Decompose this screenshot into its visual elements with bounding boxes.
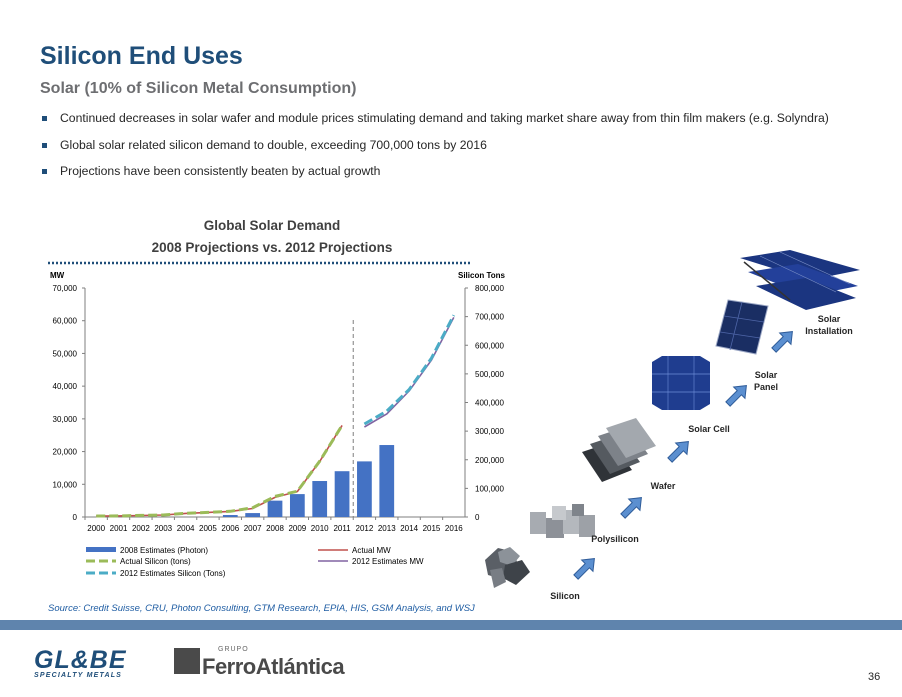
- right-tick-label: 400,000: [475, 399, 504, 408]
- chain-label-solar-panel: Solar Panel: [753, 370, 778, 392]
- bullet-item: Continued decreases in solar wafer and m…: [38, 108, 878, 130]
- legend-label: Actual Silicon (tons): [120, 557, 191, 566]
- chain-arrows: [573, 331, 793, 580]
- bar-2008-estimate: [312, 481, 328, 517]
- footer-bar: [0, 620, 902, 630]
- bullet-item: Global solar related silicon demand to d…: [38, 135, 878, 157]
- x-tick-label: 2008: [266, 524, 284, 533]
- source-note: Source: Credit Suisse, CRU, Photon Consu…: [48, 603, 475, 614]
- x-tick-label: 2001: [110, 524, 128, 533]
- chart-legend: 2008 Estimates (Photon) Actual MW Actual S…: [86, 546, 424, 578]
- legend-swatch: [86, 547, 116, 552]
- chain-label-solar-installation: Solar Installation: [805, 314, 853, 336]
- ferroatlantica-logo-grupo: GRUPO: [218, 646, 249, 653]
- legend-label: Actual MW: [352, 546, 391, 555]
- left-tick-label: 0: [73, 513, 78, 522]
- x-tick-label: 2012: [356, 524, 374, 533]
- chain-label-wafer: Wafer: [650, 481, 676, 491]
- page-number: 36: [868, 671, 881, 683]
- solar-panel-image: [715, 299, 769, 355]
- chart-subtitle: 2008 Projections vs. 2012 Projections: [151, 240, 393, 255]
- left-tick-label: 10,000: [53, 480, 78, 489]
- left-tick-label: 60,000: [53, 317, 78, 326]
- legend-label: 2008 Estimates (Photon): [120, 546, 208, 555]
- ferroatlantica-logo-name: FerroAtlántica: [202, 654, 345, 679]
- chain-arrow-icon: [620, 497, 642, 519]
- silicon-lumps-image: [485, 547, 530, 588]
- right-tick-label: 100,000: [475, 484, 504, 493]
- x-tick-label: 2005: [199, 524, 217, 533]
- bar-2008-estimate: [267, 500, 283, 517]
- x-tick-label: 2016: [445, 524, 463, 533]
- bar-2008-estimate: [222, 515, 238, 517]
- x-tick-label: 2006: [221, 524, 239, 533]
- chain-arrow-icon: [725, 385, 747, 407]
- bar-2008-estimate: [245, 513, 261, 517]
- ferroatlantica-logo: GRUPO FerroAtlántica: [174, 646, 354, 680]
- series-line-2: [96, 424, 344, 518]
- x-tick-label: 2000: [87, 524, 105, 533]
- left-tick-label: 50,000: [53, 349, 78, 358]
- right-tick-label: 300,000: [475, 427, 504, 436]
- polysilicon-blocks-image: [530, 504, 595, 538]
- left-tick-label: 30,000: [53, 415, 78, 424]
- x-tick-label: 2013: [378, 524, 396, 533]
- x-tick-label: 2002: [132, 524, 150, 533]
- left-tick-label: 20,000: [53, 448, 78, 457]
- right-axis-label: Silicon Tons: [458, 271, 506, 280]
- chain-arrow-icon: [771, 331, 793, 353]
- left-tick-label: 70,000: [53, 284, 78, 293]
- left-axis-label: MW: [50, 271, 65, 280]
- legend-label: 2012 Estimates Silicon (Tons): [120, 569, 226, 578]
- series-line-4: [363, 314, 456, 426]
- chain-label-silicon: Silicon: [550, 591, 580, 601]
- x-tick-label: 2011: [333, 524, 351, 533]
- x-tick-label: 2007: [244, 524, 262, 533]
- chain-label-solar-cell: Solar Cell: [688, 424, 730, 434]
- bullet-list: Continued decreases in solar wafer and m…: [38, 108, 878, 188]
- globe-logo-tagline: SPECIALTY METALS: [34, 672, 123, 679]
- wafer-stack-image: [582, 418, 656, 482]
- chart-title-block: Global Solar Demand 2008 Projections vs.…: [86, 215, 458, 259]
- chain-arrow-icon: [667, 441, 689, 463]
- ferroatlantica-logo-mark: [174, 648, 200, 674]
- bar-2008-estimate: [289, 494, 305, 517]
- bullet-item: Projections have been consistently beate…: [38, 161, 878, 183]
- right-tick-label: 700,000: [475, 313, 504, 322]
- right-tick-label: 600,000: [475, 341, 504, 350]
- bar-2008-estimate: [334, 471, 350, 517]
- right-tick-label: 800,000: [475, 284, 504, 293]
- chain-label-polysilicon: Polysilicon: [591, 534, 639, 544]
- x-tick-label: 2010: [311, 524, 329, 533]
- left-tick-label: 40,000: [53, 382, 78, 391]
- globe-logo-word: GL&BE: [34, 646, 127, 674]
- solar-cell-image: [652, 356, 710, 410]
- x-tick-label: 2004: [177, 524, 195, 533]
- solar-installation-image: [740, 250, 860, 310]
- chart-title: Global Solar Demand: [203, 218, 341, 233]
- x-tick-label: 2015: [423, 524, 441, 533]
- slide-subtitle: Solar (10% of Silicon Metal Consumption): [40, 80, 357, 97]
- slide-title: Silicon End Uses: [40, 42, 243, 70]
- legend-label: 2012 Estimates MW: [352, 557, 424, 566]
- right-tick-label: 0: [475, 513, 480, 522]
- x-tick-label: 2009: [288, 524, 306, 533]
- bar-2008-estimate: [379, 445, 395, 517]
- chain-arrow-icon: [573, 558, 595, 580]
- right-tick-label: 500,000: [475, 370, 504, 379]
- bar-2008-estimate: [357, 461, 372, 517]
- globe-logo: GL&BE SPECIALTY METALS: [34, 646, 127, 680]
- plot-area: 0 10,000 20,000 30,000 40,000 50,000 60,000 70,…: [53, 284, 505, 533]
- x-tick-label: 2003: [154, 524, 172, 533]
- x-tick-label: 2014: [400, 524, 418, 533]
- value-chain: [485, 250, 860, 588]
- solar-demand-chart: MW Silicon Tons 0 10,000 20,000 30,000 40,00…: [48, 261, 506, 578]
- right-tick-label: 200,000: [475, 456, 504, 465]
